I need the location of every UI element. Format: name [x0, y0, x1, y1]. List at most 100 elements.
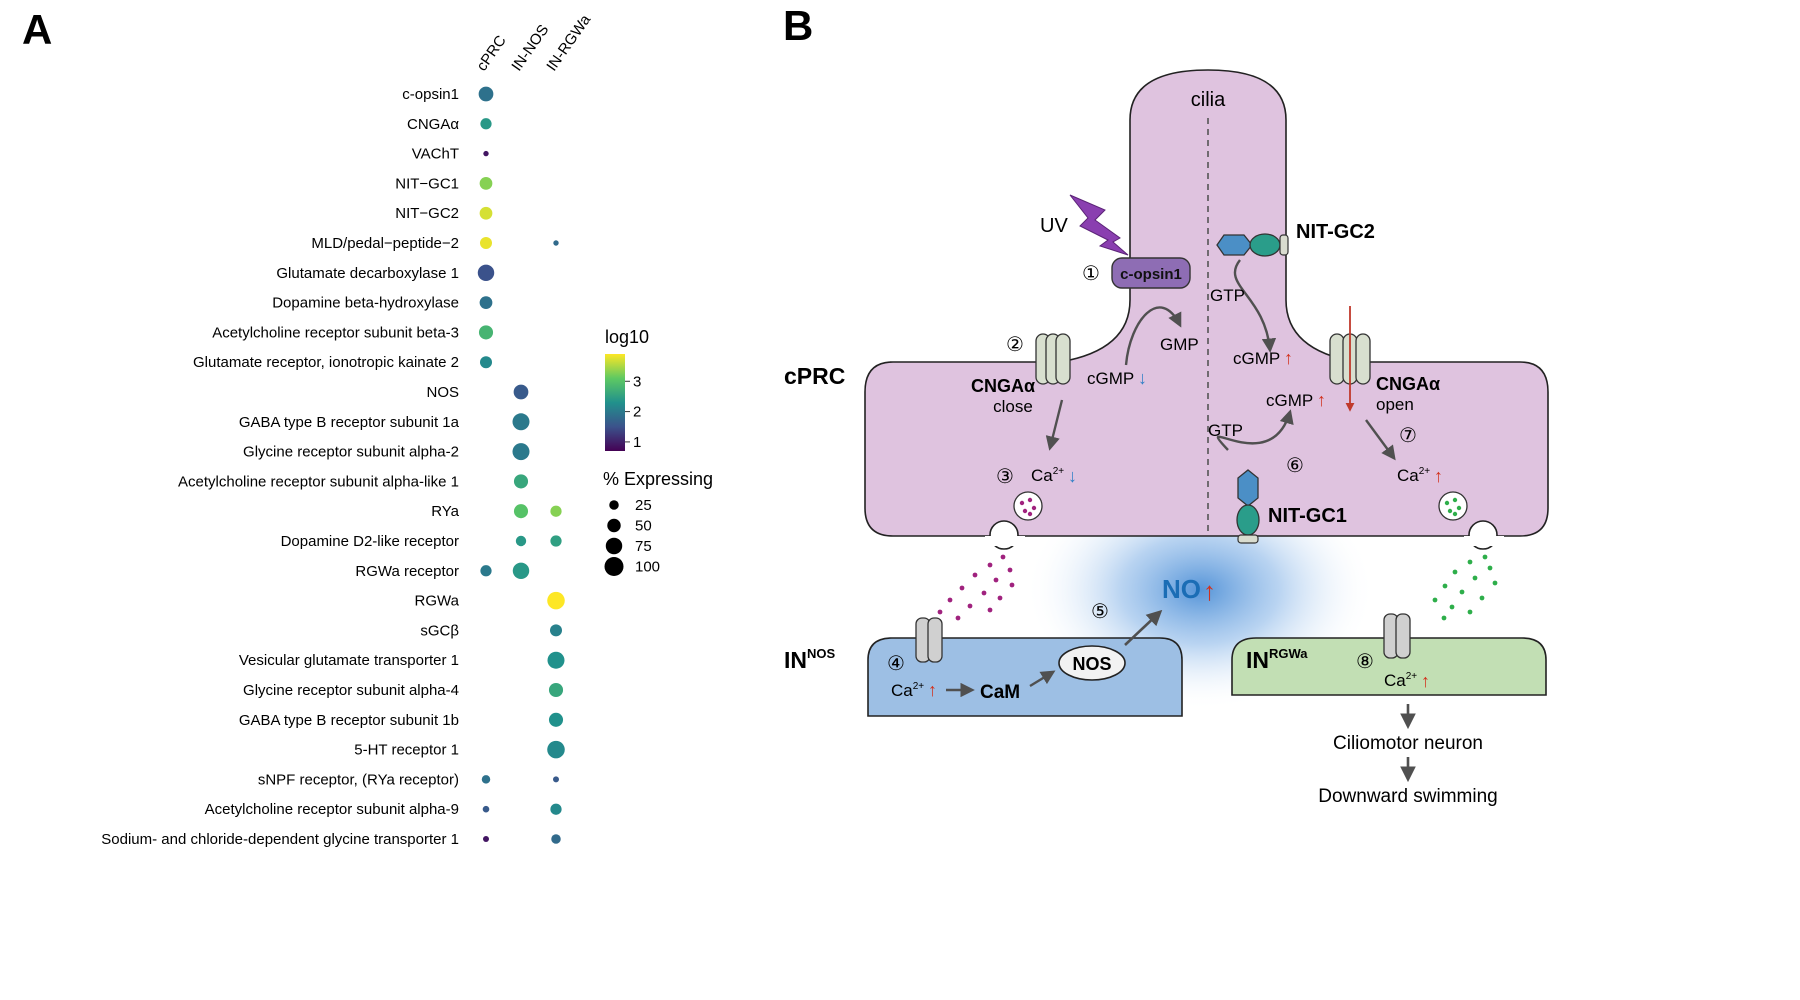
dot-point: [553, 240, 559, 246]
in-nos-cell: [867, 637, 1183, 717]
step-3: ③: [996, 466, 1014, 488]
cgmp-to-gmp-arrow: [1124, 306, 1182, 366]
dot-point: [478, 86, 494, 102]
transmitter-dot: [1009, 582, 1015, 588]
size-legend-dot: [609, 500, 619, 510]
size-legend-dot: [605, 537, 623, 555]
transmitter-dot: [993, 577, 999, 583]
transmitter-dot: [972, 572, 978, 578]
gtp-to-cgmp-arrow-bottom: [1216, 409, 1294, 451]
transmitter-dot: [1452, 569, 1458, 575]
transmitter-dot: [987, 607, 993, 613]
dot-point: [479, 236, 493, 250]
dot-point: [551, 834, 561, 844]
cgmp-up-mid-label: cGMP: [1266, 391, 1313, 410]
dot-point: [483, 150, 489, 157]
transmitter-dot: [987, 562, 993, 568]
gene-label: RYa: [431, 503, 459, 520]
dot-point: [479, 206, 493, 220]
transmitter-dot: [1482, 554, 1488, 560]
in-rgwa-channel: [1383, 613, 1411, 659]
ca-right-label: Ca2+: [1397, 466, 1430, 485]
cgmp-up-top-label: cGMP: [1233, 349, 1280, 368]
gene-label: Glycine receptor subunit alpha-4: [243, 682, 459, 699]
dot-point: [480, 565, 492, 577]
cnga-open-label: CNGAα: [1376, 374, 1440, 394]
dot-plot-points: [477, 86, 565, 844]
gene-label: Glutamate receptor, ionotropic kainate 2: [193, 354, 459, 371]
gene-label: c-opsin1: [402, 86, 459, 103]
step-2: ②: [1006, 334, 1024, 356]
transmitter-dot: [1007, 567, 1013, 573]
gene-label: CNGAα: [407, 116, 459, 133]
in-nos-label: INNOS: [784, 646, 836, 673]
dot-point: [548, 712, 564, 727]
transmitter-dot: [937, 609, 943, 615]
dot-point: [549, 624, 563, 637]
gene-labels: c-opsin1 CNGAα VAChT NIT−GC1 NIT−GC2 MLD/peda…: [101, 86, 459, 848]
gene-label: NIT−GC1: [395, 175, 459, 192]
cnga-open-channel: [1329, 333, 1371, 385]
nit-gc1-label: NIT-GC1: [1268, 505, 1347, 527]
gmp-label: GMP: [1160, 335, 1199, 354]
dot-point: [547, 740, 565, 759]
dot-point: [480, 118, 492, 130]
no-up-arrow-icon: ↑: [1203, 576, 1216, 606]
gene-label: Dopamine D2-like receptor: [281, 533, 459, 550]
color-legend-title: log10: [605, 327, 649, 347]
ca-left-label: Ca2+: [1031, 466, 1064, 485]
dot-point: [479, 177, 493, 190]
nit-gc1-enzyme: [1236, 469, 1260, 544]
dot-point: [550, 505, 562, 517]
column-header-in-rgwa: IN-RGWa: [543, 11, 594, 74]
size-legend-dot: [604, 557, 624, 576]
in-rgwa-cell: [1231, 637, 1547, 696]
gene-label: NOS: [426, 384, 459, 401]
cnga-close-channel: [1035, 333, 1071, 385]
gtp-bottom-label: GTP: [1208, 421, 1243, 440]
ciliomotor-label: Ciliomotor neuron: [1333, 733, 1483, 754]
in-rgwa-label: INRGWa: [1246, 646, 1308, 673]
gene-label: GABA type B receptor subunit 1a: [239, 414, 460, 431]
size-legend-label: 50: [635, 518, 652, 535]
nit-gc2-enzyme: [1216, 233, 1289, 257]
uv-lightning-icon: [1069, 194, 1129, 256]
ca-nos-label: Ca2+: [891, 681, 924, 700]
dot-point: [548, 682, 564, 698]
transmitter-dot: [1441, 615, 1447, 621]
gene-label: Acetylcholine receptor subunit alpha-9: [205, 801, 459, 818]
nos-enzyme: [1058, 645, 1126, 681]
transmitter-dot: [955, 615, 961, 621]
gene-label: Vesicular glutamate transporter 1: [239, 652, 459, 669]
cnga-close-label: CNGAα: [971, 376, 1035, 396]
color-tick-label: 1: [633, 434, 641, 451]
dot-point: [553, 776, 559, 783]
transmitter-dot: [959, 585, 965, 591]
color-tick-label: 2: [633, 404, 641, 421]
step-1: ①: [1082, 263, 1100, 285]
dot-point: [550, 803, 562, 815]
dot-point: [512, 443, 530, 461]
cnga-close-state: close: [993, 397, 1033, 416]
gene-label: VAChT: [412, 146, 459, 163]
cgmp-down-arrow-icon: ↓: [1138, 368, 1147, 388]
nos-to-no-arrow: [1124, 609, 1163, 646]
ca-rgwa-label: Ca2+: [1384, 671, 1417, 690]
dot-point: [547, 591, 565, 610]
dot-point: [512, 562, 530, 580]
dot-point: [483, 836, 489, 842]
panel-a-label: A: [22, 6, 52, 53]
dot-point: [547, 651, 565, 669]
transmitter-dot: [967, 603, 973, 609]
gtp-top-label: GTP: [1210, 286, 1245, 305]
transmitter-dot: [1467, 609, 1473, 615]
gene-label: GABA type B receptor subunit 1b: [239, 712, 459, 729]
released-transmitter-magenta: [937, 554, 1015, 621]
dot-point: [481, 775, 491, 784]
step-7: ⑦: [1399, 425, 1417, 447]
size-legend-dot: [607, 518, 621, 533]
ca-rgwa-up-arrow-icon: ↑: [1421, 671, 1430, 691]
cilia-label: cilia: [1191, 89, 1226, 111]
downward-swimming-label: Downward swimming: [1318, 786, 1498, 807]
